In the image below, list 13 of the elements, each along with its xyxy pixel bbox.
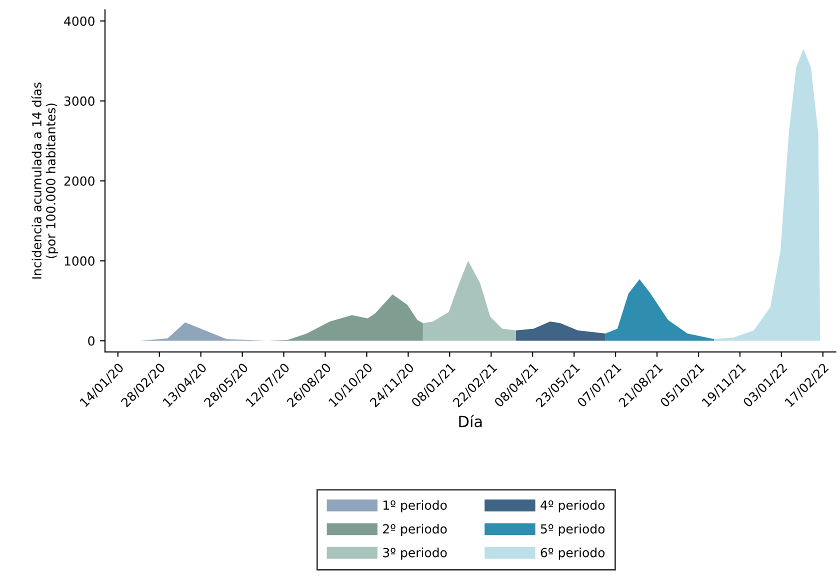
legend-label: 1º periodo xyxy=(384,500,447,512)
y-tick-label: 4000 xyxy=(64,16,94,26)
y-tick-label: 3000 xyxy=(64,96,94,106)
y-axis-title: Incidencia acumulada a 14 días (por 100.000 habitantes) xyxy=(31,82,58,279)
y-tick-label: 0 xyxy=(88,336,94,346)
y-tick-label: 1000 xyxy=(64,256,94,266)
legend-label: 4º periodo xyxy=(540,500,605,512)
legend-label: 2º periodo xyxy=(383,524,447,536)
x-axis-title: Día xyxy=(459,414,482,428)
legend-label: 3º periodo xyxy=(383,548,447,560)
legend-label: 5º periodo xyxy=(540,524,605,536)
y-tick-label: 2000 xyxy=(64,176,94,186)
legend-label: 6º periodo xyxy=(540,548,605,560)
